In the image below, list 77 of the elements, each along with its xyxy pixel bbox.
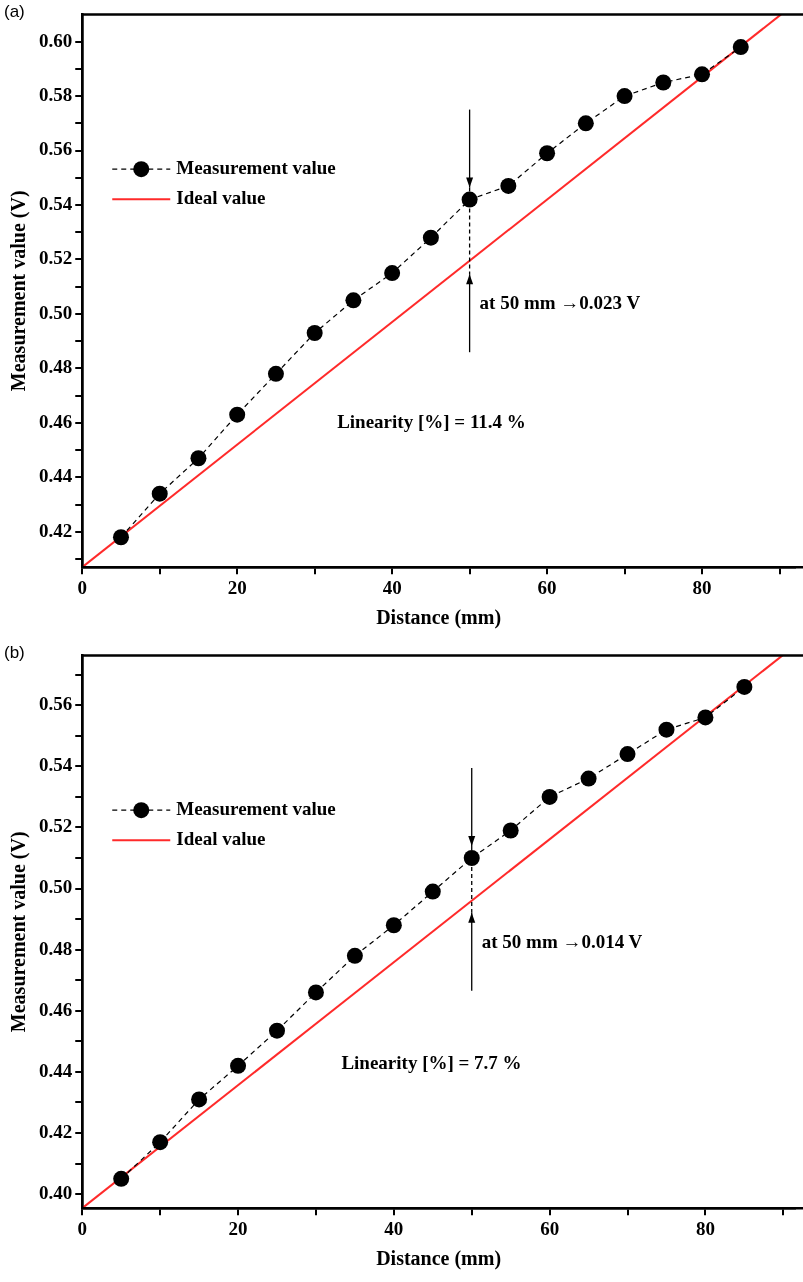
x-tick-label: 60 (540, 1217, 560, 1239)
point (658, 721, 675, 738)
y-tick-label: 0.40 (39, 1182, 73, 1204)
point (463, 850, 480, 866)
point (694, 66, 711, 83)
y-tick-label: 0.54 (39, 754, 73, 776)
legend-label: Measurement value (176, 798, 336, 820)
x-tick-label: 20 (228, 1217, 248, 1239)
legend-label: Ideal value (176, 187, 266, 209)
point (307, 984, 324, 1001)
point (577, 115, 594, 132)
point (422, 229, 439, 246)
point (424, 883, 441, 900)
y-axis-title: Measurement value (V) (7, 831, 31, 1033)
y-tick-label: 0.52 (39, 247, 73, 269)
y-axis-title: Measurement value (V) (7, 190, 31, 392)
point (502, 822, 519, 839)
point (539, 145, 556, 162)
x-tick-label: 80 (692, 576, 712, 598)
y-tick-label: 0.54 (39, 192, 73, 214)
x-tick-label: 60 (537, 576, 557, 598)
point (616, 88, 633, 105)
point (736, 678, 753, 695)
x-axis-title: Distance (mm) (376, 606, 502, 630)
y-tick-label: 0.50 (39, 876, 73, 898)
point (190, 450, 207, 467)
point (500, 177, 517, 194)
y-tick-label: 0.48 (39, 356, 73, 378)
point (697, 709, 714, 726)
point (541, 788, 558, 805)
y-tick-label: 0.56 (39, 693, 73, 715)
x-tick-label: 0 (77, 576, 87, 598)
x-tick-label: 0 (77, 1217, 87, 1239)
point (619, 746, 636, 763)
x-tick-label: 20 (227, 576, 247, 598)
point (230, 1057, 247, 1074)
chart-title: (a) (4, 2, 25, 22)
y-tick-label: 0.46 (39, 998, 73, 1020)
y-tick-label: 0.48 (39, 937, 73, 959)
point (655, 74, 672, 91)
annotation: at 50 mm →0.014 V (481, 930, 643, 952)
point (306, 325, 323, 342)
point (461, 191, 478, 208)
point (267, 365, 284, 382)
y-tick-label: 0.56 (39, 138, 73, 160)
y-tick-label: 0.58 (39, 84, 73, 105)
y-tick-label: 0.44 (39, 1059, 73, 1081)
x-axis-title: Distance (mm) (376, 1247, 502, 1271)
annotation: Linearity [%] = 11.4 % (337, 411, 526, 433)
annotation: at 50 mm →0.023 V (479, 292, 641, 314)
point (268, 1022, 285, 1039)
point (346, 947, 363, 964)
y-tick-label: 0.42 (39, 1120, 73, 1142)
point (113, 1170, 130, 1187)
legend-label: Measurement value (176, 157, 336, 179)
y-tick-label: 0.52 (39, 815, 73, 837)
point (229, 406, 246, 423)
chart-title: (b) (4, 643, 25, 663)
y-tick-label: 0.46 (39, 410, 73, 432)
point (152, 1134, 169, 1151)
y-tick-label: 0.44 (39, 465, 73, 487)
point (732, 39, 749, 56)
point (112, 529, 129, 546)
y-tick-label: 0.60 (39, 29, 73, 51)
point (345, 292, 362, 309)
annotation: Linearity [%] = 7.7 % (341, 1052, 522, 1074)
y-tick-label: 0.42 (39, 519, 73, 541)
point (151, 485, 168, 502)
y-tick-label: 0.50 (39, 301, 73, 323)
point (385, 917, 402, 934)
x-tick-label: 40 (382, 576, 402, 598)
point (384, 265, 401, 282)
x-tick-label: 80 (695, 1217, 715, 1239)
point (580, 770, 597, 787)
legend-label: Ideal value (176, 828, 266, 850)
x-tick-label: 40 (384, 1217, 404, 1239)
point (191, 1091, 208, 1108)
